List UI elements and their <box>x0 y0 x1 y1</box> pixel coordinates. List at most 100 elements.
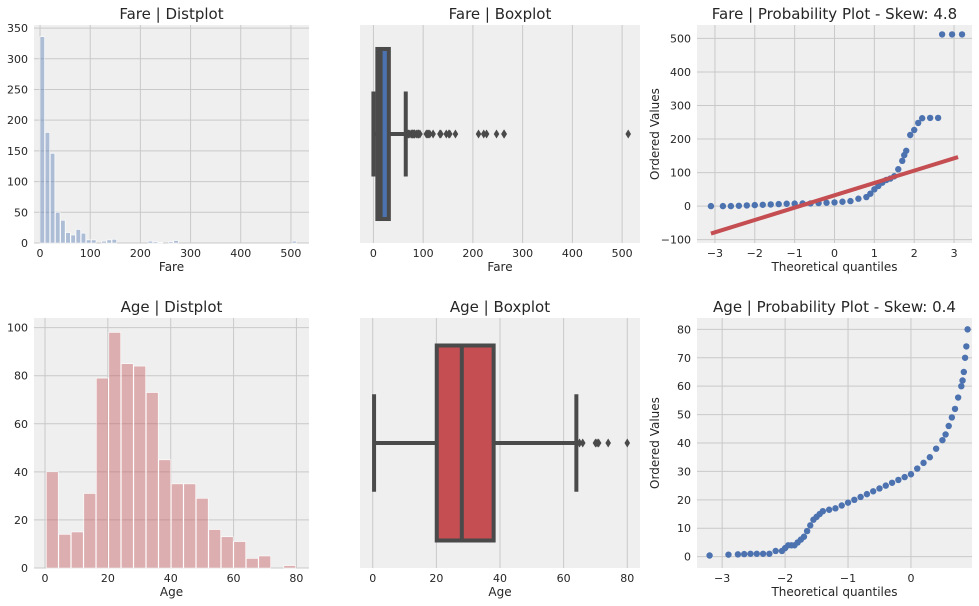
x-axis-label: Age <box>488 585 511 599</box>
data-point <box>832 505 839 512</box>
histogram-bar <box>50 153 56 244</box>
data-point <box>895 476 902 484</box>
histogram-bar <box>75 229 81 244</box>
x-tick-label: 2 <box>911 247 918 260</box>
histogram-bar <box>96 377 109 569</box>
y-tick-label: 0 <box>684 551 691 564</box>
data-point <box>926 114 934 122</box>
x-tick-label: 40 <box>493 572 507 585</box>
y-tick-label: 50 <box>14 206 28 219</box>
y-tick-label: 0 <box>684 200 691 213</box>
histogram-bar <box>65 232 71 244</box>
y-axis-label: Ordered Values <box>648 397 662 489</box>
histogram-bar <box>121 363 134 569</box>
data-point <box>825 506 833 513</box>
data-point <box>847 197 854 205</box>
points <box>706 326 971 559</box>
data-point <box>899 157 906 165</box>
data-point <box>844 499 852 506</box>
x-tick-label: −3 <box>707 247 723 260</box>
x-axis-label: Fare <box>159 260 184 274</box>
data-point <box>959 377 966 384</box>
histogram-bar <box>71 531 84 569</box>
x-axis-label: Fare <box>487 260 512 274</box>
outlier-marker <box>595 438 602 448</box>
histogram-bar <box>258 555 271 569</box>
chart-title: Age | Boxplot <box>450 298 550 316</box>
data-point <box>775 200 782 208</box>
gridlines <box>372 25 623 243</box>
x-tick-label: 20 <box>429 572 443 585</box>
chart-fare_dist: 0 100 200 300 400 500 0 50 100 150 200 250 300 350 Far… <box>7 5 309 274</box>
y-tick-label: 80 <box>677 323 691 336</box>
y-tick-label: 100 <box>7 322 28 335</box>
outlier-marker <box>475 129 482 139</box>
histogram-bar <box>158 242 164 244</box>
x-tick-label: 0 <box>370 247 377 260</box>
histogram-bar <box>183 483 196 569</box>
data-point <box>743 202 751 209</box>
histogram-bar <box>106 239 112 244</box>
data-point <box>934 114 942 122</box>
outlier-marker <box>625 129 632 139</box>
histogram-bar <box>246 558 259 569</box>
data-point <box>914 119 922 127</box>
data-point <box>888 479 896 486</box>
outlier-marker <box>426 129 433 139</box>
x-tick-label: 0 <box>369 572 376 585</box>
y-tick-label: 60 <box>677 380 691 393</box>
data-point <box>961 354 969 361</box>
y-tick-label: 0 <box>21 562 28 575</box>
y-tick-label: 20 <box>14 514 28 527</box>
x-tick-label: 20 <box>101 572 115 585</box>
y-tick-label: 20 <box>677 494 691 507</box>
x-tick-label: 80 <box>289 572 303 585</box>
data-point <box>823 199 830 206</box>
histogram-bar <box>171 483 184 569</box>
fit-line <box>710 155 959 236</box>
plot-background <box>34 25 309 243</box>
x-tick-label: 100 <box>413 247 434 260</box>
chart-age_prob: −3 −2 −1 0 0 10 20 30 40 50 60 70 80 Age | Probabilit… <box>648 298 972 599</box>
histogram-bar <box>80 232 87 244</box>
outlier-marker <box>576 438 583 448</box>
chart-fare_prob: −3 −2 −1 0 1 2 3 −100 0 100 200 300 400 500 Fare | Pro… <box>648 5 972 274</box>
gridlines <box>34 25 309 244</box>
iqr-box <box>434 343 496 543</box>
x-tick-label: 60 <box>557 572 571 585</box>
outlier-marker <box>452 129 459 139</box>
data-point <box>867 190 874 197</box>
outlier-marker <box>446 129 453 139</box>
y-tick-label: 300 <box>7 53 28 66</box>
histogram-bar <box>60 219 66 244</box>
chart-fare_box: 0 100 200 300 400 500 Fare | Boxplot Fare <box>360 5 640 274</box>
data-point <box>903 147 910 154</box>
histogram-bar <box>147 240 153 244</box>
x-tick-label: −1 <box>787 247 803 260</box>
outlier-marker <box>624 438 631 448</box>
x-tick-label: 0 <box>37 247 44 260</box>
data-point <box>948 414 956 421</box>
data-point <box>907 471 915 478</box>
data-point <box>803 527 811 535</box>
x-tick-label: 100 <box>80 247 101 260</box>
data-point <box>706 552 713 559</box>
y-axis-label: Ordered Values <box>648 88 662 180</box>
data-point <box>951 405 959 413</box>
x-tick-label: −2 <box>777 572 793 585</box>
y-tick-label: 150 <box>7 145 28 158</box>
data-point <box>954 394 962 401</box>
data-point <box>753 550 760 557</box>
data-point <box>963 343 970 350</box>
outlier-marker <box>430 129 436 139</box>
outlier-marker <box>480 129 487 139</box>
y-tick-label: 400 <box>670 66 691 79</box>
data-point <box>772 547 779 555</box>
outlier-marker <box>483 129 490 139</box>
x-axis-label: Theoretical quantiles <box>770 585 897 599</box>
outlier-marker <box>605 438 611 448</box>
data-point <box>766 550 773 557</box>
y-tick-label: 40 <box>14 466 28 479</box>
histogram-bar <box>133 365 146 569</box>
